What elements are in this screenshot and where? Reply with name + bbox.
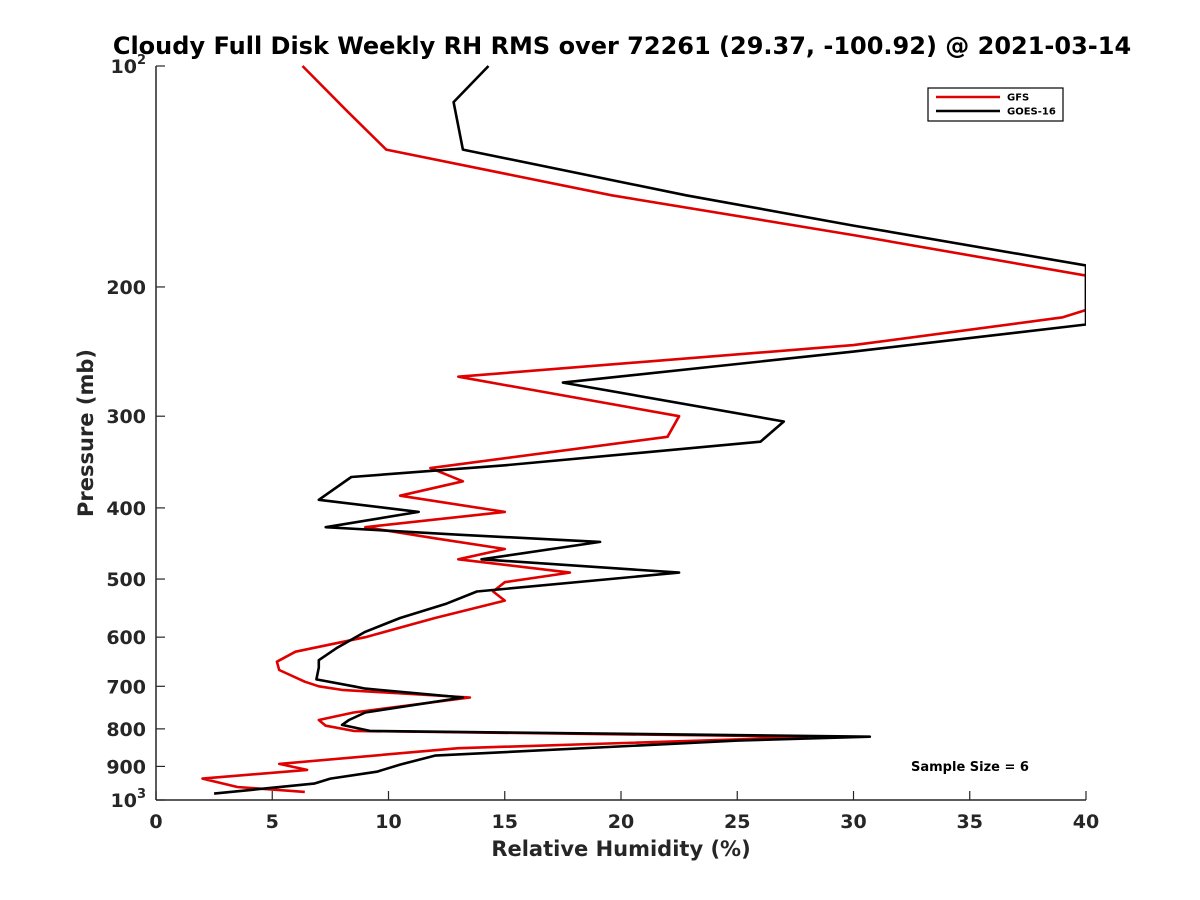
sample-size-annotation: Sample Size = 6 <box>911 760 1029 775</box>
y-tick-label: 200 <box>106 277 146 299</box>
y-tick-label: 800 <box>106 719 146 741</box>
x-tick-label: 40 <box>1073 811 1099 833</box>
chart-title: Cloudy Full Disk Weekly RH RMS over 7226… <box>113 32 1131 60</box>
x-ticks: 0 5 10 15 20 25 30 35 40 <box>149 791 1099 833</box>
y-tick-label: 300 <box>106 406 146 428</box>
y-axis-label: Pressure (mb) <box>74 349 98 517</box>
y-tick-label: 102 <box>111 53 147 78</box>
x-tick-label: 0 <box>149 811 162 833</box>
y-tick-label: 500 <box>106 569 146 591</box>
legend: GFS GOES-16 <box>927 87 1064 122</box>
x-tick-label: 30 <box>840 811 866 833</box>
x-tick-label: 10 <box>375 811 401 833</box>
series-layer <box>201 65 1086 795</box>
x-axis-label: Relative Humidity (%) <box>491 837 750 861</box>
x-tick-label: 25 <box>724 811 750 833</box>
x-tick-label: 5 <box>266 811 279 833</box>
y-tick-label: 900 <box>106 756 146 778</box>
y-tick-label: 600 <box>106 627 146 649</box>
x-tick-label: 35 <box>957 811 983 833</box>
legend-label: GFS <box>1007 93 1029 104</box>
y-tick-label: 103 <box>111 787 147 812</box>
x-tick-label: 20 <box>608 811 634 833</box>
x-tick-label: 15 <box>492 811 518 833</box>
legend-label: GOES-16 <box>1007 107 1056 118</box>
legend-box <box>927 87 1064 122</box>
series-line-goes-16 <box>213 65 1086 795</box>
y-tick-label: 400 <box>106 498 146 520</box>
y-ticks: 102 200 300 400 500 600 700 800 900 103 <box>106 53 165 812</box>
y-tick-label: 700 <box>106 676 146 698</box>
